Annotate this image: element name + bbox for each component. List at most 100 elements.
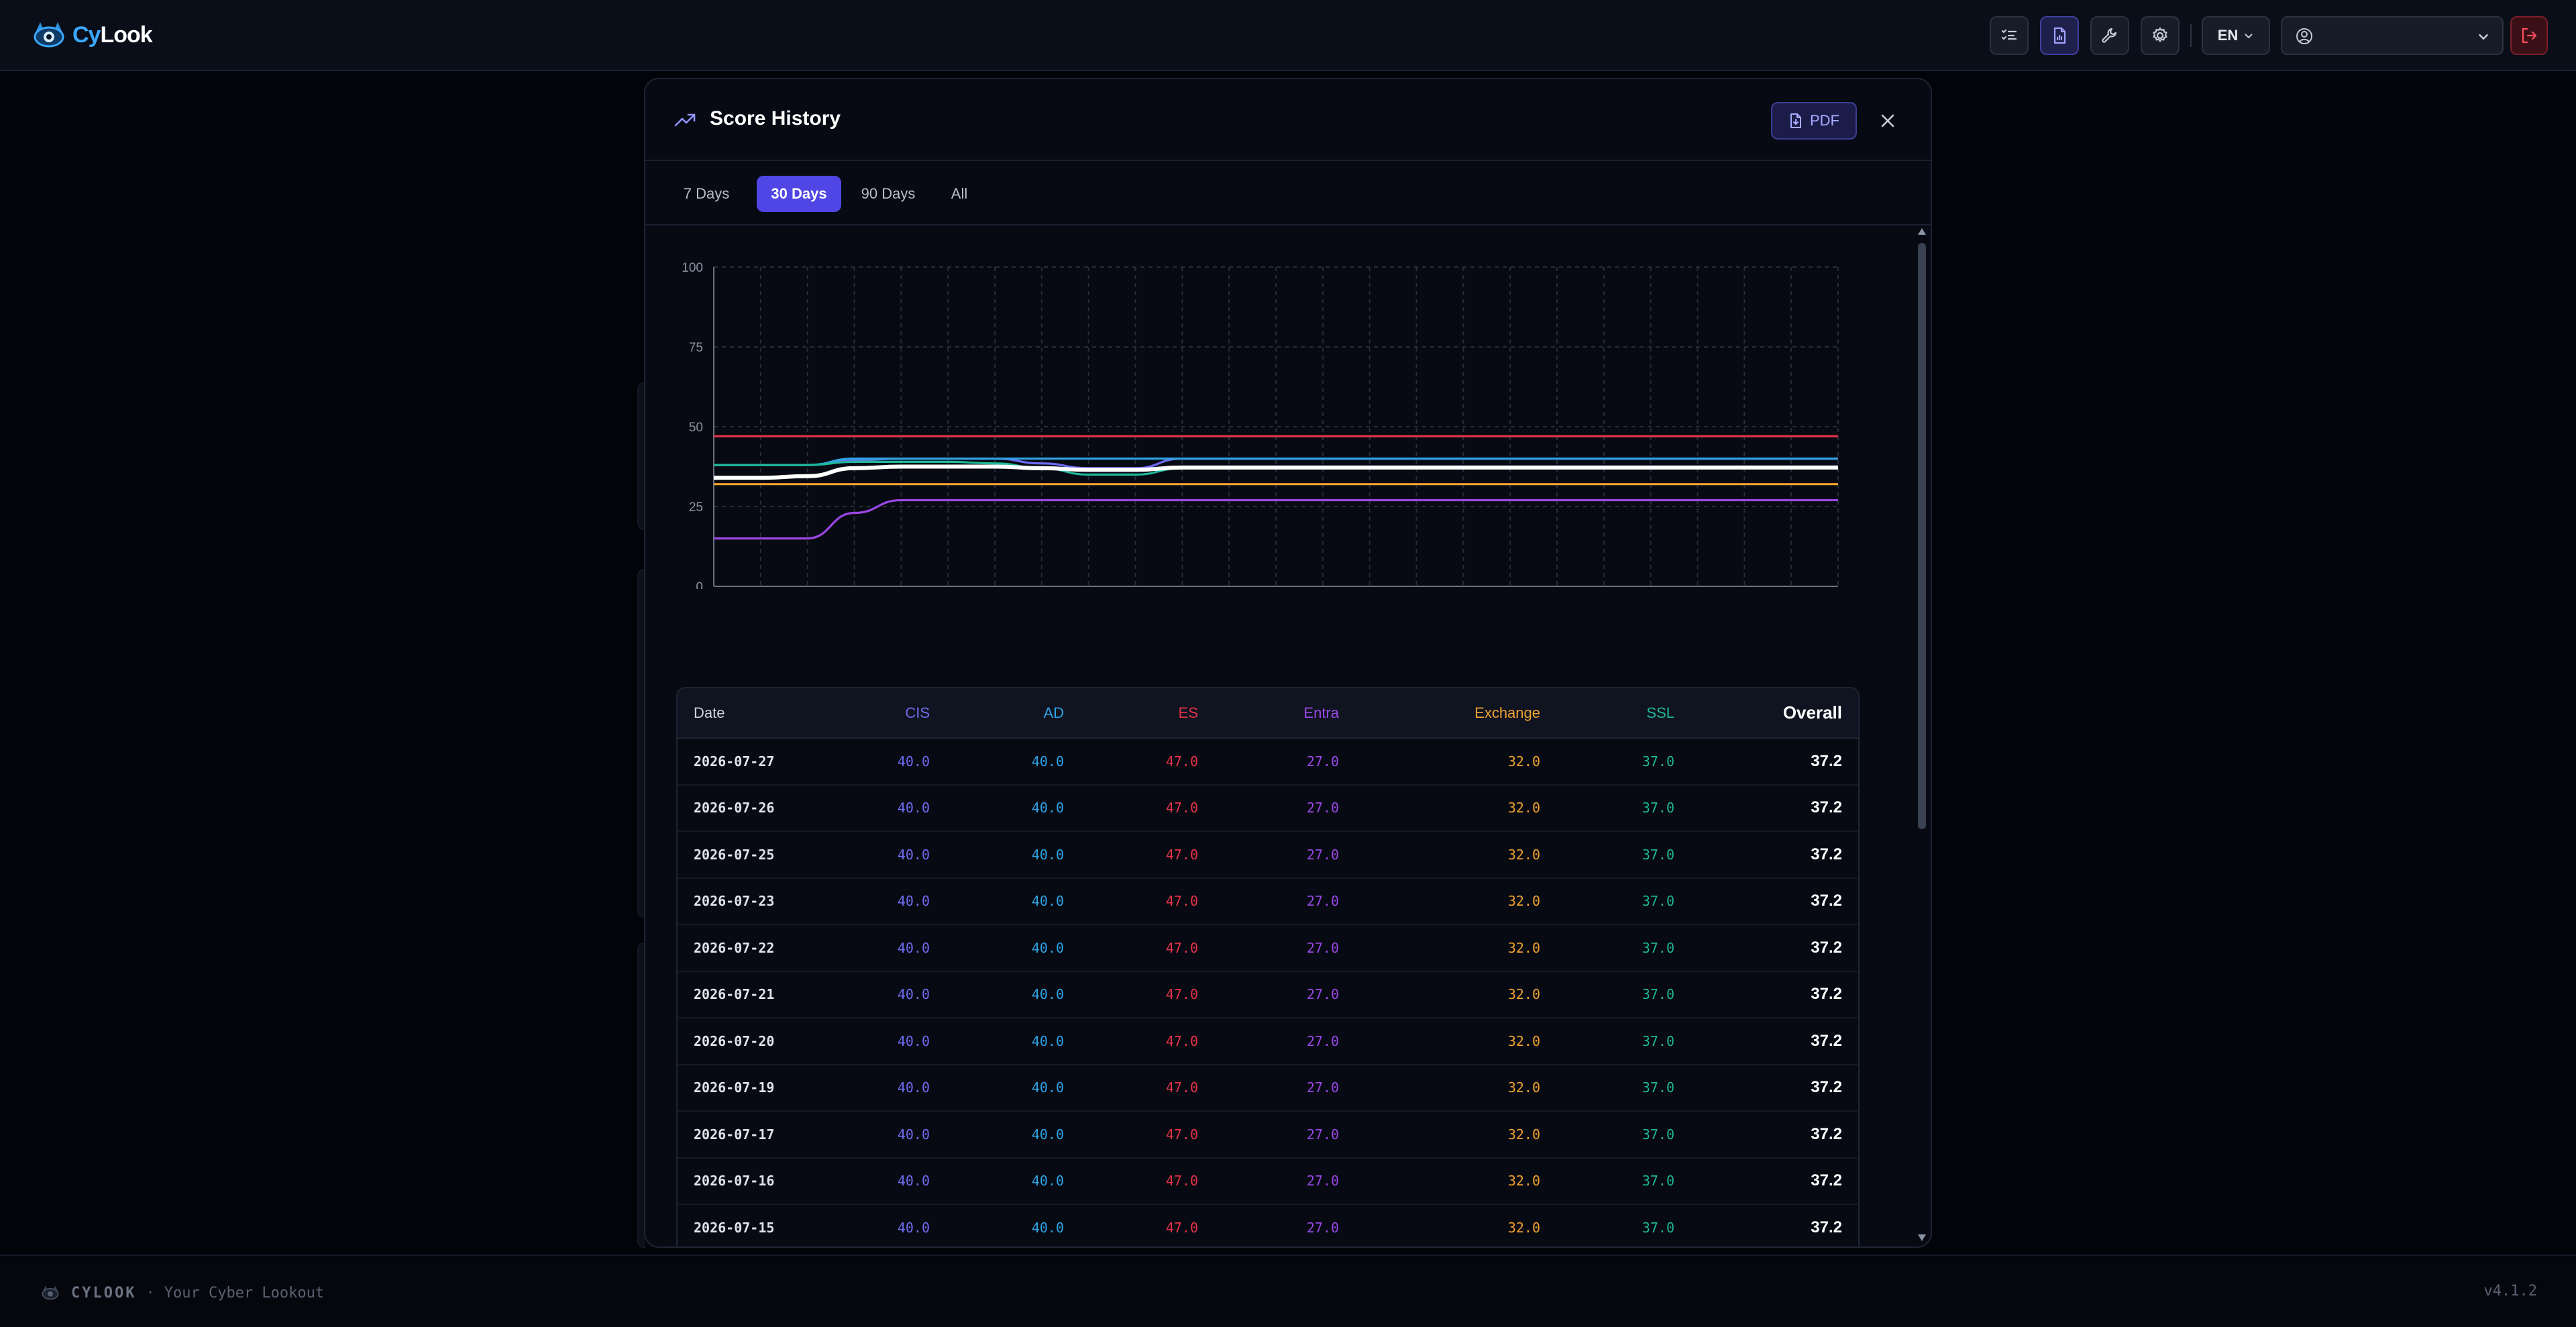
date-cell: 2026-07-27 bbox=[678, 738, 818, 786]
score-cell-ad: 40.0 bbox=[946, 924, 1080, 972]
score-cell-ssl: 37.0 bbox=[1556, 971, 1690, 1018]
tab-7-days[interactable]: 7 Days bbox=[683, 185, 730, 202]
series-line-entra bbox=[714, 498, 1838, 540]
series-line-overall bbox=[713, 464, 1838, 480]
line-chart: 025507510006-2806-3007-0207-0307-0407-05… bbox=[682, 261, 1854, 613]
background-card bbox=[637, 943, 645, 1248]
logo-text: CyLook bbox=[72, 21, 153, 48]
score-cell-entra: 27.0 bbox=[1214, 738, 1355, 786]
scroll-thumb[interactable] bbox=[1918, 243, 1926, 829]
footer-brand-name: CYLOOK bbox=[71, 1284, 137, 1302]
user-menu[interactable] bbox=[2281, 16, 2504, 55]
score-cell-entra: 27.0 bbox=[1214, 784, 1355, 832]
score-cell-es: 47.0 bbox=[1080, 1204, 1214, 1246]
score-cell-exchange: 32.0 bbox=[1355, 784, 1556, 832]
column-header-cis[interactable]: CIS bbox=[818, 688, 946, 739]
column-header-overall[interactable]: Overall bbox=[1690, 688, 1858, 739]
score-cell-cis: 40.0 bbox=[818, 1018, 946, 1065]
score-cell-overall: 37.2 bbox=[1690, 1157, 1858, 1205]
settings-button[interactable] bbox=[2141, 16, 2180, 55]
app-logo[interactable]: CyLook bbox=[31, 15, 153, 55]
modal-scrollbar[interactable] bbox=[1917, 228, 1927, 1241]
y-tick-label: 100 bbox=[682, 261, 703, 275]
tab-30-days[interactable]: 30 Days bbox=[757, 176, 841, 212]
close-modal-button[interactable] bbox=[1876, 109, 1900, 133]
score-cell-ssl: 37.0 bbox=[1556, 738, 1690, 786]
score-cell-ssl: 37.0 bbox=[1556, 1204, 1690, 1246]
score-cell-cis: 40.0 bbox=[818, 924, 946, 972]
score-history-chart: 025507510006-2806-3007-0207-0307-0407-05… bbox=[672, 240, 1880, 613]
date-cell: 2026-07-17 bbox=[678, 1111, 818, 1159]
score-cell-entra: 27.0 bbox=[1214, 1157, 1355, 1205]
scroll-down-arrow[interactable] bbox=[1918, 1234, 1926, 1241]
score-cell-es: 47.0 bbox=[1080, 831, 1214, 879]
language-selector[interactable]: EN bbox=[2202, 16, 2270, 55]
table-row: 2026-07-25 40.0 40.0 47.0 27.0 32.0 37.0 37.2 bbox=[678, 831, 1858, 879]
table-row: 2026-07-27 40.0 40.0 47.0 27.0 32.0 37.0 37.2 bbox=[678, 738, 1858, 786]
date-cell: 2026-07-20 bbox=[678, 1018, 818, 1065]
tools-button[interactable] bbox=[2090, 16, 2129, 55]
tab-90-days[interactable]: 90 Days bbox=[861, 185, 916, 202]
score-cell-cis: 40.0 bbox=[818, 878, 946, 925]
topbar-divider bbox=[2190, 24, 2192, 47]
score-cell-exchange: 32.0 bbox=[1355, 1018, 1556, 1065]
column-header-ssl[interactable]: SSL bbox=[1556, 688, 1690, 739]
score-cell-overall: 37.2 bbox=[1690, 878, 1858, 925]
column-header-es[interactable]: ES bbox=[1080, 688, 1214, 739]
checklist-button[interactable] bbox=[1990, 16, 2029, 55]
top-bar: CyLook EN bbox=[0, 0, 2576, 71]
modal-title: Score History bbox=[710, 107, 841, 129]
score-cell-es: 47.0 bbox=[1080, 1018, 1214, 1065]
column-header-date[interactable]: Date bbox=[678, 688, 818, 739]
score-cell-entra: 27.0 bbox=[1214, 924, 1355, 972]
score-cell-exchange: 32.0 bbox=[1355, 831, 1556, 879]
score-cell-es: 47.0 bbox=[1080, 1157, 1214, 1205]
table-row: 2026-07-23 40.0 40.0 47.0 27.0 32.0 37.0 37.2 bbox=[678, 878, 1858, 925]
score-cell-cis: 40.0 bbox=[818, 1204, 946, 1246]
score-cell-overall: 37.2 bbox=[1690, 971, 1858, 1018]
series-line-ad bbox=[713, 458, 1838, 466]
tab-all[interactable]: All bbox=[951, 185, 968, 202]
y-tick-label: 50 bbox=[689, 421, 703, 435]
file-download-icon bbox=[1790, 113, 1801, 128]
pdf-export-button[interactable]: PDF bbox=[1771, 102, 1857, 140]
date-cell: 2026-07-15 bbox=[678, 1204, 818, 1246]
score-cell-ssl: 37.0 bbox=[1556, 831, 1690, 879]
score-history-button[interactable] bbox=[2040, 16, 2079, 55]
score-cell-overall: 37.2 bbox=[1690, 784, 1858, 832]
eye-logo-icon bbox=[42, 1285, 59, 1300]
table-row: 2026-07-19 40.0 40.0 47.0 27.0 32.0 37.0 37.2 bbox=[678, 1064, 1858, 1112]
score-history-table: Date CIS AD ES Entra Exchange SSL Overall 2026-… bbox=[676, 687, 1860, 1246]
scroll-up-arrow[interactable] bbox=[1918, 228, 1926, 235]
score-cell-es: 47.0 bbox=[1080, 924, 1214, 972]
column-header-exchange[interactable]: Exchange bbox=[1355, 688, 1556, 739]
gear-icon bbox=[2153, 27, 2167, 42]
score-cell-ad: 40.0 bbox=[946, 831, 1080, 879]
footer-separator: · bbox=[146, 1284, 155, 1302]
background-card bbox=[637, 382, 645, 530]
score-cell-entra: 27.0 bbox=[1214, 1204, 1355, 1246]
language-label: EN bbox=[2217, 27, 2239, 44]
score-cell-exchange: 32.0 bbox=[1355, 1204, 1556, 1246]
column-header-entra[interactable]: Entra bbox=[1214, 688, 1355, 739]
score-cell-entra: 27.0 bbox=[1214, 1018, 1355, 1065]
score-cell-overall: 37.2 bbox=[1690, 1111, 1858, 1159]
score-cell-entra: 27.0 bbox=[1214, 1111, 1355, 1159]
score-cell-ssl: 37.0 bbox=[1556, 924, 1690, 972]
column-header-ad[interactable]: AD bbox=[946, 688, 1080, 739]
date-cell: 2026-07-21 bbox=[678, 971, 818, 1018]
score-cell-es: 47.0 bbox=[1080, 738, 1214, 786]
score-cell-entra: 27.0 bbox=[1214, 971, 1355, 1018]
score-cell-entra: 27.0 bbox=[1214, 831, 1355, 879]
score-cell-exchange: 32.0 bbox=[1355, 924, 1556, 972]
date-cell: 2026-07-19 bbox=[678, 1064, 818, 1112]
score-cell-exchange: 32.0 bbox=[1355, 971, 1556, 1018]
score-cell-ssl: 37.0 bbox=[1556, 878, 1690, 925]
score-history-modal: Score History PDF 7 Days 30 Days 90 Days… bbox=[644, 78, 1932, 1248]
score-cell-ad: 40.0 bbox=[946, 878, 1080, 925]
chevron-down-icon bbox=[2245, 34, 2253, 39]
score-cell-overall: 37.2 bbox=[1690, 1018, 1858, 1065]
logout-button[interactable] bbox=[2510, 16, 2548, 55]
score-cell-cis: 40.0 bbox=[818, 1111, 946, 1159]
score-cell-exchange: 32.0 bbox=[1355, 878, 1556, 925]
